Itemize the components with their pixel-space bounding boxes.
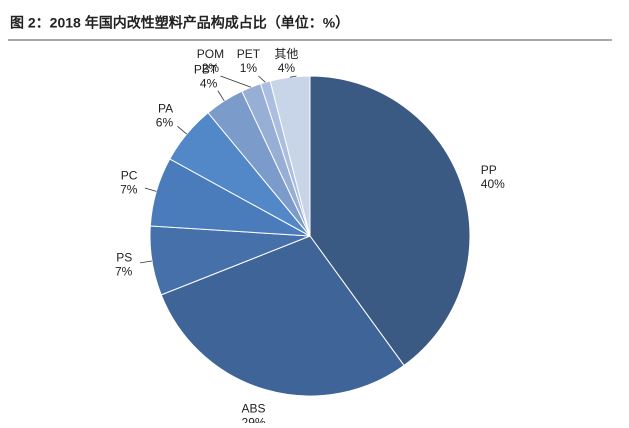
value-label: 2% bbox=[202, 61, 220, 75]
value-label: 7% bbox=[120, 183, 138, 197]
value-label: 6% bbox=[156, 115, 174, 129]
value-label: 7% bbox=[115, 265, 133, 279]
slice-label: PS bbox=[116, 251, 132, 265]
slice-label: PC bbox=[121, 169, 138, 183]
value-label: 4% bbox=[200, 76, 218, 90]
value-label: 40% bbox=[481, 177, 505, 191]
slice-label: PP bbox=[481, 163, 497, 177]
leader-line bbox=[220, 75, 252, 88]
leader-line bbox=[177, 126, 187, 135]
leader-line bbox=[217, 90, 225, 102]
leader-line bbox=[140, 260, 153, 264]
value-label: 4% bbox=[278, 61, 296, 75]
leader-line bbox=[258, 75, 266, 83]
value-label: 1% bbox=[240, 61, 258, 75]
pie-slice bbox=[309, 75, 471, 367]
value-label: 29% bbox=[242, 416, 266, 423]
slice-label: PA bbox=[158, 101, 173, 115]
pie-slice bbox=[160, 235, 405, 397]
slice-label: PET bbox=[237, 47, 261, 61]
leader-line bbox=[144, 187, 157, 192]
slice-label: PBT bbox=[194, 62, 218, 76]
chart-title: 图 2：2018 年国内改性塑料产品构成占比（单位：%） bbox=[10, 15, 349, 31]
slice-label: POM bbox=[197, 47, 224, 61]
slice-label: 其他 bbox=[274, 47, 298, 61]
leader-line bbox=[289, 75, 297, 78]
slice-label: ABS bbox=[242, 402, 266, 416]
